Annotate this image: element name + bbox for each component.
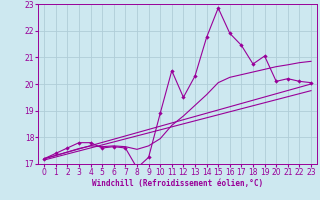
X-axis label: Windchill (Refroidissement éolien,°C): Windchill (Refroidissement éolien,°C) <box>92 179 263 188</box>
